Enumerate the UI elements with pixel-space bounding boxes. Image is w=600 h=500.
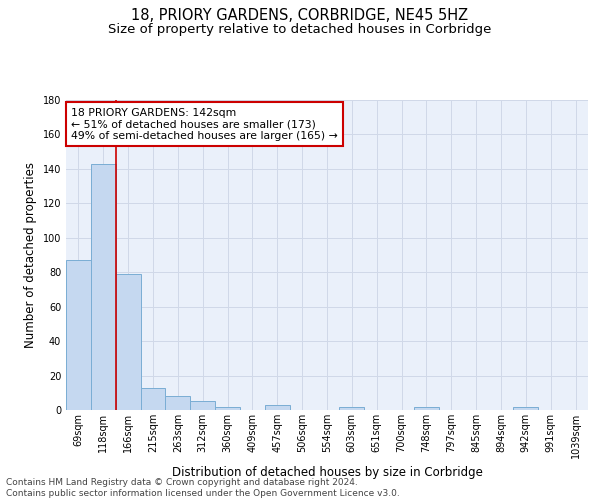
Text: 18, PRIORY GARDENS, CORBRIDGE, NE45 5HZ: 18, PRIORY GARDENS, CORBRIDGE, NE45 5HZ: [131, 8, 469, 22]
Text: Contains HM Land Registry data © Crown copyright and database right 2024.
Contai: Contains HM Land Registry data © Crown c…: [6, 478, 400, 498]
Text: Size of property relative to detached houses in Corbridge: Size of property relative to detached ho…: [109, 22, 491, 36]
Bar: [166, 396, 190, 410]
Bar: [265, 405, 290, 410]
Bar: [514, 406, 538, 410]
Bar: [215, 406, 240, 410]
Y-axis label: Number of detached properties: Number of detached properties: [24, 162, 37, 348]
Text: 18 PRIORY GARDENS: 142sqm
← 51% of detached houses are smaller (173)
49% of semi: 18 PRIORY GARDENS: 142sqm ← 51% of detac…: [71, 108, 338, 141]
Bar: [340, 406, 364, 410]
Bar: [116, 274, 140, 410]
Bar: [190, 402, 215, 410]
Bar: [66, 260, 91, 410]
Bar: [414, 406, 439, 410]
Bar: [91, 164, 116, 410]
X-axis label: Distribution of detached houses by size in Corbridge: Distribution of detached houses by size …: [172, 466, 482, 479]
Bar: [140, 388, 166, 410]
